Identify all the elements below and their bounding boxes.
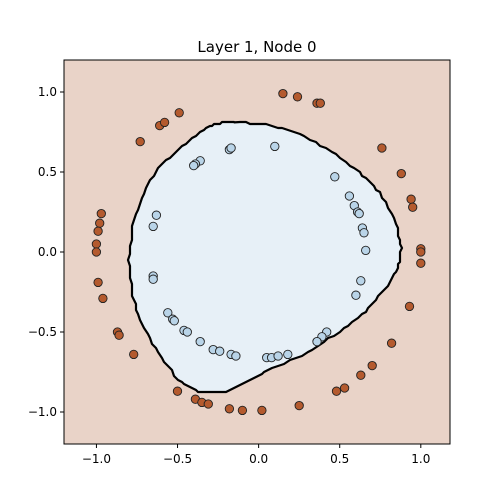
inner-data-point: [163, 308, 173, 318]
inner-data-point: [312, 336, 322, 347]
outer-data-point: [396, 168, 406, 179]
inner-data-point: [344, 191, 355, 201]
inner-data-point: [273, 351, 283, 361]
outer-data-point: [237, 405, 248, 416]
x-tick-label: −0.5: [163, 452, 192, 466]
outer-data-point: [416, 247, 426, 257]
x-tick-label: 0.0: [249, 452, 268, 466]
outer-data-point: [98, 293, 108, 304]
inner-data-point: [231, 351, 241, 361]
inner-data-point: [195, 336, 205, 347]
outer-data-point: [278, 88, 288, 99]
inner-data-point: [151, 210, 162, 220]
outer-data-point: [356, 370, 366, 380]
y-axis: 1.0 0.5 0.0 −0.5 −1.0: [28, 85, 64, 419]
outer-data-point: [174, 108, 184, 118]
y-tick-label: 0.0: [38, 245, 57, 259]
outer-data-point: [93, 277, 103, 288]
inner-data-point: [354, 208, 364, 219]
outer-data-point: [257, 405, 267, 416]
inner-data-point: [182, 327, 192, 337]
inner-data-point: [356, 276, 366, 286]
outer-data-point: [93, 226, 103, 236]
inner-data-point: [215, 346, 225, 356]
outer-data-point: [315, 98, 325, 108]
outer-data-point: [95, 218, 105, 228]
y-tick-label: 1.0: [38, 85, 57, 99]
outer-data-point: [172, 386, 183, 396]
inner-data-point: [169, 316, 179, 326]
x-tick-label: 1.0: [411, 452, 430, 466]
inner-data-point: [189, 160, 199, 171]
x-tick-label: 0.5: [330, 452, 349, 466]
outer-data-point: [377, 143, 387, 153]
inner-data-point: [270, 141, 280, 152]
outer-data-point: [292, 92, 303, 102]
outer-data-point: [294, 400, 304, 411]
outer-data-point: [91, 239, 102, 249]
outer-data-point: [408, 202, 418, 212]
outer-data-point: [114, 330, 124, 340]
y-tick-label: 0.5: [38, 165, 57, 179]
outer-data-point: [224, 404, 235, 414]
inner-data-point: [361, 245, 371, 256]
outer-data-point: [91, 247, 102, 257]
outer-data-point: [331, 386, 342, 396]
outer-data-point: [96, 208, 106, 219]
outer-data-point: [135, 136, 145, 147]
outer-data-point: [159, 117, 170, 128]
outer-data-point: [404, 301, 415, 312]
inner-data-point: [148, 221, 158, 232]
inner-data-point: [359, 228, 369, 238]
decision-boundary: [126, 120, 404, 394]
outer-data-point: [367, 360, 377, 371]
x-tick-label: −1.0: [82, 452, 111, 466]
inner-data-point: [283, 349, 293, 360]
x-axis: −1.0 −0.5 0.0 0.5 1.0: [82, 444, 430, 466]
outer-data-point: [339, 383, 350, 393]
plot-area: [63, 59, 451, 445]
inner-data-point: [330, 172, 340, 182]
inner-data-point: [148, 274, 158, 284]
outer-data-point: [406, 194, 416, 204]
outer-data-point: [386, 338, 397, 348]
inner-data-point: [351, 290, 361, 300]
inner-data-point: [226, 143, 236, 153]
outer-data-point: [416, 258, 426, 268]
y-tick-label: −1.0: [28, 405, 57, 419]
scatter-points: [91, 88, 426, 416]
outer-data-point: [129, 349, 139, 360]
y-tick-label: −0.5: [28, 325, 57, 339]
outer-data-point: [203, 399, 213, 409]
chart-title: Layer 1, Node 0: [197, 38, 316, 56]
